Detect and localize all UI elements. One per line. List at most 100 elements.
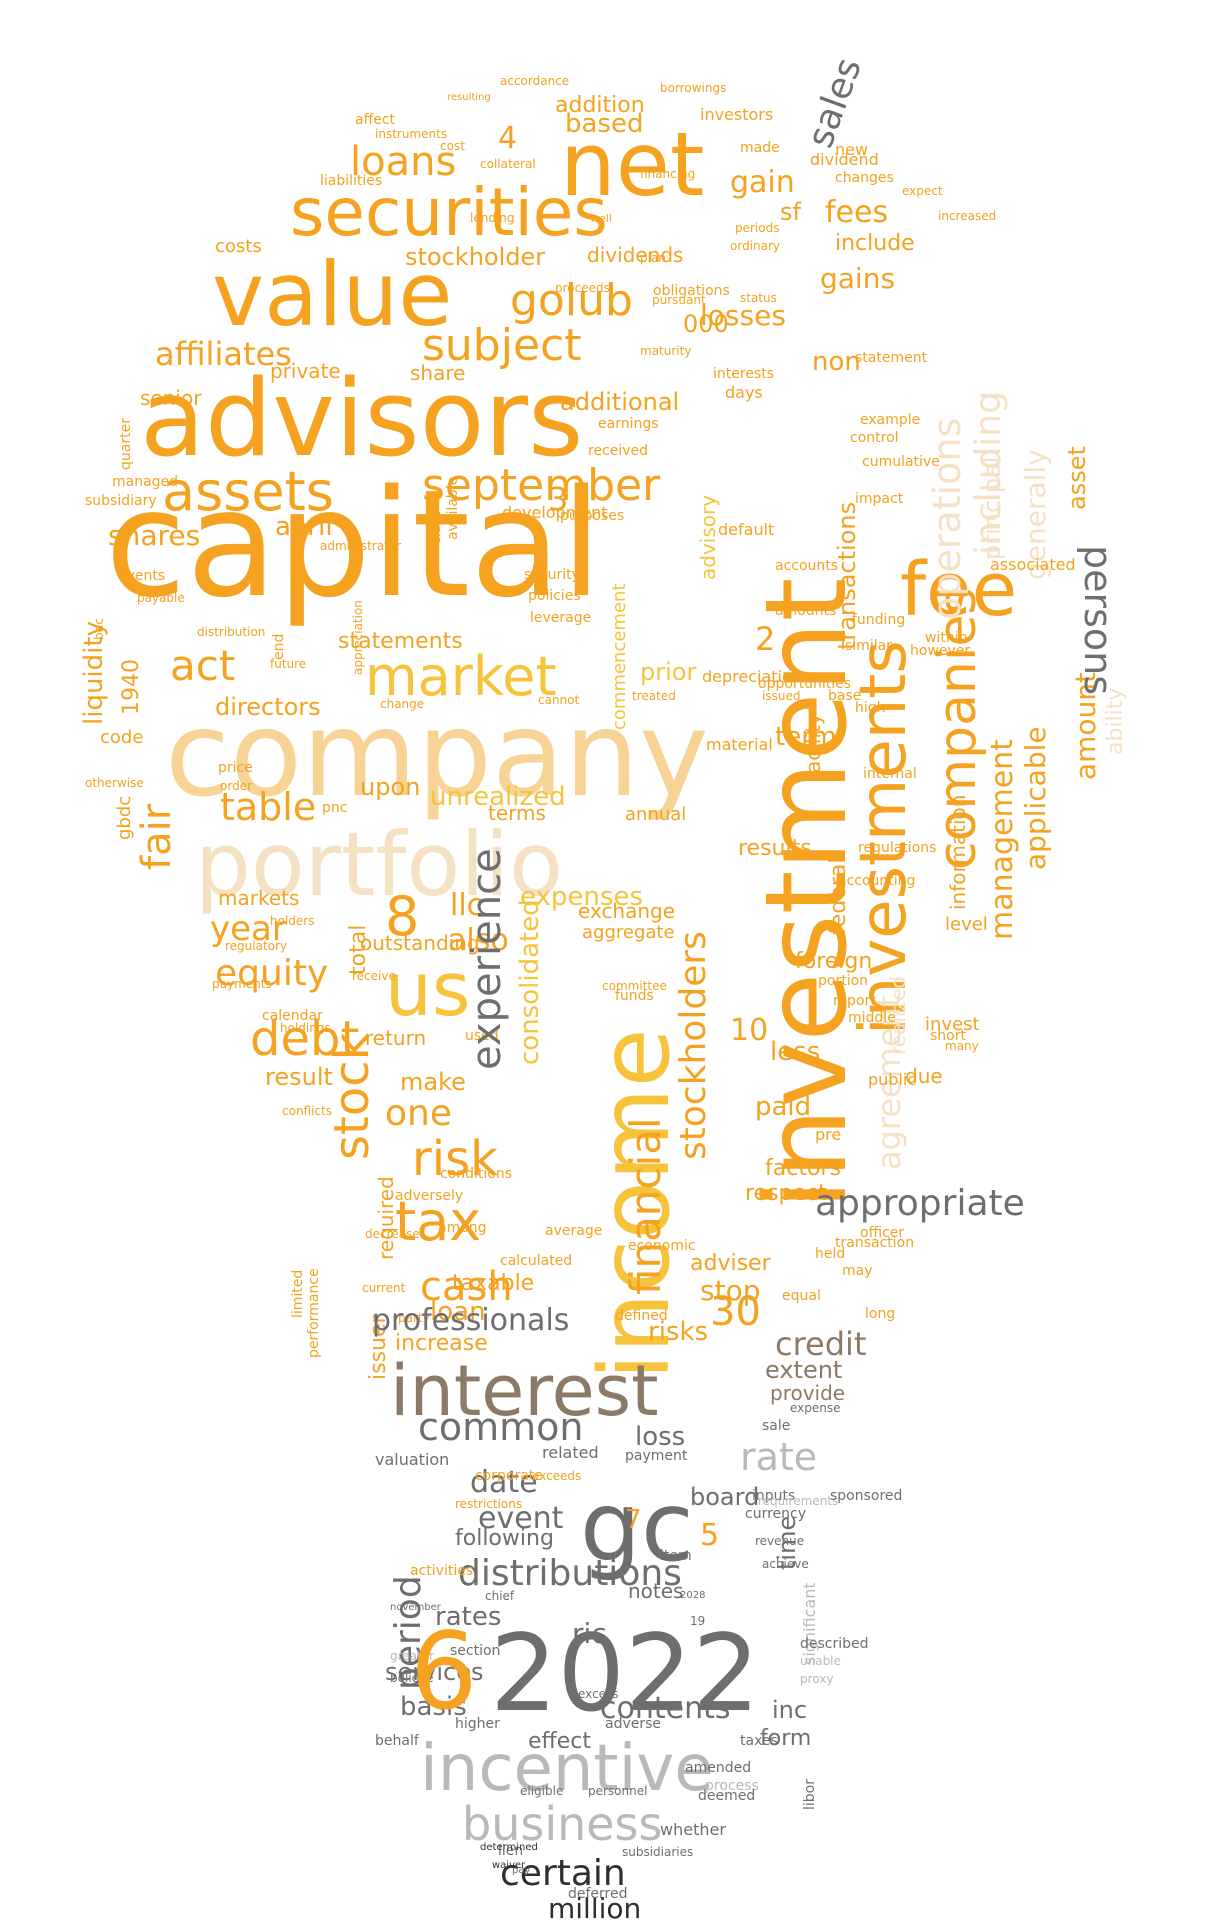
cloud-word: stockholder [405, 243, 545, 271]
cloud-word: stock [324, 1032, 380, 1160]
cloud-word: form [760, 1726, 811, 1751]
cloud-word: issued [762, 689, 800, 703]
cloud-word: public [868, 1070, 916, 1089]
cloud-word: gain [730, 165, 795, 200]
cloud-word: financial [621, 1117, 670, 1295]
cloud-word: contents [600, 1691, 731, 1726]
cloud-word: order [220, 779, 252, 793]
cloud-word: held [815, 1246, 845, 1262]
cloud-word: payment [625, 1448, 688, 1464]
cloud-word: income [579, 1028, 691, 1380]
cloud-word: valuation [375, 1450, 449, 1469]
cloud-word: available [445, 477, 461, 540]
cloud-word: internal [863, 766, 917, 782]
cloud-word: status [740, 291, 777, 305]
cloud-word: stockholders [673, 931, 714, 1160]
cloud-word: average [545, 1223, 602, 1239]
cloud-word: conditions [440, 1166, 512, 1182]
cloud-word: sponsored [830, 1488, 902, 1504]
cloud-word: advisory [696, 495, 720, 580]
cloud-word: extent [765, 1356, 842, 1384]
cloud-word: statement [855, 350, 928, 366]
cloud-word: impact [855, 491, 904, 507]
cloud-word: us [385, 947, 470, 1033]
cloud-word: net [560, 113, 704, 216]
cloud-word: 000 [683, 310, 729, 338]
cloud-word: date [470, 1465, 538, 1500]
cloud-word: companies [928, 588, 988, 870]
cloud-word: respect [745, 1181, 827, 1206]
cloud-word: 2022 [490, 1612, 760, 1735]
cloud-word: september [422, 460, 661, 511]
cloud-word: aggregate [582, 922, 675, 943]
cloud-word: pursuant [652, 293, 706, 307]
cloud-word: well [590, 212, 612, 225]
cloud-word: fees [825, 195, 888, 230]
cloud-word: whether [660, 1820, 726, 1839]
cloud-word: risk [412, 1131, 498, 1187]
cloud-word: assets [162, 460, 334, 523]
cloud-word: fee [900, 547, 1017, 633]
cloud-word: committee [602, 979, 667, 993]
cloud-word: services [385, 1658, 483, 1686]
cloud-word: 19 [690, 1614, 705, 1628]
cloud-word: libor [802, 1779, 818, 1810]
cloud-word: loan [430, 1297, 486, 1327]
cloud-word: investment [742, 578, 872, 1210]
cloud-word: process [705, 1778, 759, 1794]
cloud-word: expenses [520, 882, 643, 912]
cloud-word: instruments [375, 127, 447, 141]
cloud-word: default [718, 520, 774, 539]
cloud-word: similar [845, 638, 892, 654]
cloud-word: cost [440, 139, 465, 153]
cloud-word: collateral [480, 157, 536, 171]
cloud-word: interest [390, 1350, 659, 1432]
cloud-word: operations [925, 418, 969, 620]
cloud-word: increased [938, 209, 996, 223]
cloud-word: price [218, 760, 253, 776]
cloud-word: basis [400, 1692, 467, 1722]
cloud-word: material [706, 735, 773, 754]
cloud-word: security [524, 567, 580, 583]
cloud-word: chief [485, 1589, 515, 1603]
cloud-word: one [385, 1093, 452, 1134]
cloud-word: affiliates [155, 335, 292, 373]
cloud-word: 10 [730, 1013, 768, 1048]
cloud-word: ordinary [730, 239, 780, 253]
cloud-word: payments [212, 977, 272, 991]
cloud-word: lending [470, 211, 515, 225]
cloud-word: holders [270, 914, 314, 928]
cloud-word: adversely [395, 1188, 463, 1204]
cloud-word: dividend [810, 150, 879, 169]
cloud-word: maturity [640, 344, 691, 358]
cloud-word: credit [775, 1325, 866, 1363]
cloud-word: accounting [838, 873, 915, 889]
cloud-word: policies [528, 588, 581, 604]
cloud-word: pre [815, 1125, 841, 1144]
cloud-word: cannot [538, 693, 580, 707]
cloud-word: capital [105, 458, 602, 630]
cloud-word: securities [290, 174, 608, 251]
cloud-word: return [365, 1026, 426, 1050]
cloud-word: senior [140, 386, 202, 410]
cloud-word: party [398, 1311, 430, 1325]
cloud-word: generally [1019, 449, 1052, 580]
cloud-word: base [828, 688, 861, 704]
cloud-word: total [346, 925, 371, 975]
cloud-word: payable [137, 591, 185, 605]
cloud-word: eligible [520, 1784, 563, 1798]
cloud-word: described [800, 1636, 869, 1652]
cloud-word: exchange [578, 899, 675, 923]
cloud-word: amounts [775, 603, 836, 619]
cloud-word: believe [390, 1671, 434, 1685]
cloud-word: pnc [322, 800, 347, 816]
cloud-word: invest [925, 1014, 980, 1035]
cloud-word: upon [360, 773, 420, 801]
cloud-word: applicable [1019, 726, 1052, 870]
cloud-word: notes [628, 1579, 683, 1603]
cloud-word: gains [820, 262, 895, 295]
cloud-word: higher [455, 1716, 500, 1732]
cloud-word: lien [498, 1843, 523, 1859]
cloud-word: 4 [498, 121, 517, 156]
cloud-word: foreign [795, 949, 872, 974]
